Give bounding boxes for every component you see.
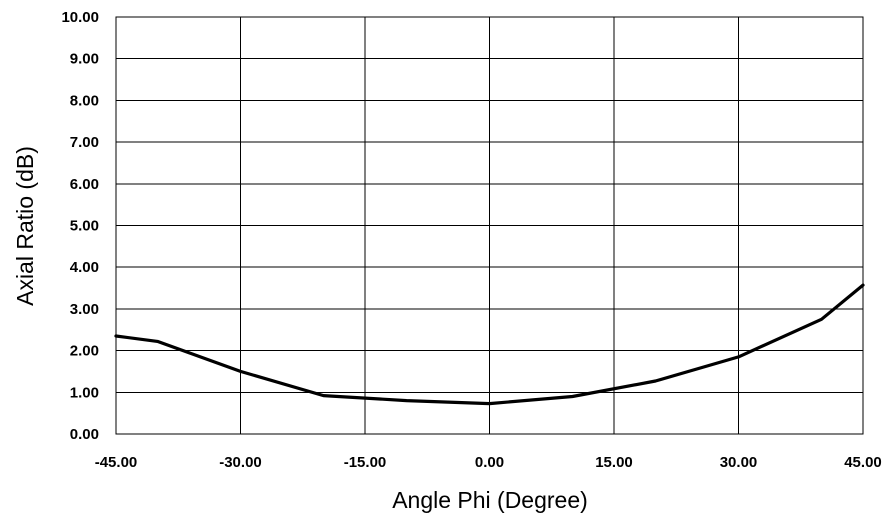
x-tick-labels: -45.00 -30.00 -15.00 0.00 15.00 30.00 45.00 — [95, 454, 882, 471]
y-tick-label: 6.00 — [70, 176, 99, 193]
grid-lines — [115, 16, 864, 435]
y-tick-labels: 0.00 1.00 2.00 3.00 4.00 5.00 6.00 7.00 8.00 9.00… — [61, 9, 99, 443]
y-tick-label: 8.00 — [70, 92, 99, 109]
x-tick-label: 15.00 — [595, 454, 633, 471]
y-tick-label: 1.00 — [70, 384, 99, 401]
y-tick-label: 9.00 — [70, 51, 99, 68]
y-tick-label: 3.00 — [70, 301, 99, 318]
y-tick-label: 5.00 — [70, 218, 99, 235]
x-tick-label: 0.00 — [475, 454, 504, 471]
y-tick-label: 0.00 — [70, 426, 99, 443]
x-axis-title: Angle Phi (Degree) — [392, 487, 588, 513]
series-layer — [114, 283, 865, 406]
y-tick-label: 10.00 — [61, 9, 99, 26]
y-tick-label: 2.00 — [70, 343, 99, 360]
y-tick-label: 4.00 — [70, 259, 99, 276]
x-tick-label: -30.00 — [219, 454, 262, 471]
x-tick-label: 30.00 — [720, 454, 758, 471]
y-axis-title: Axial Ratio (dB) — [12, 146, 38, 306]
x-tick-label: 45.00 — [844, 454, 882, 471]
series-line-0 — [114, 283, 865, 406]
x-tick-label: -15.00 — [344, 454, 387, 471]
x-tick-label: -45.00 — [95, 454, 138, 471]
plot-area-frame — [115, 16, 864, 435]
y-tick-label: 7.00 — [70, 134, 99, 151]
